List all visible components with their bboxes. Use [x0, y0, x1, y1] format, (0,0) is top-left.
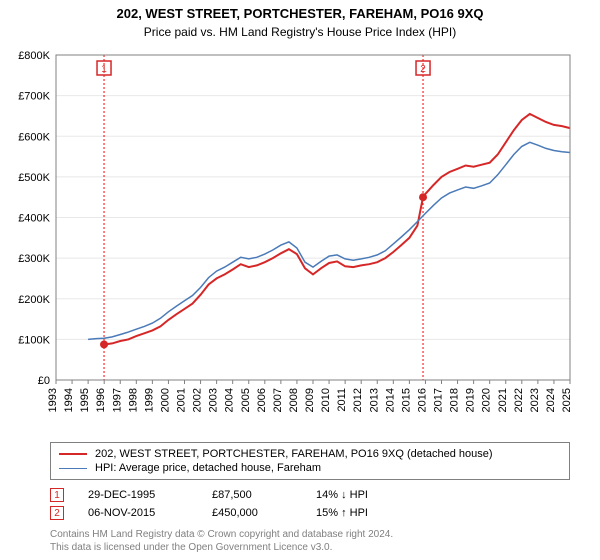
svg-text:£300K: £300K: [18, 253, 50, 265]
sale-price: £450,000: [212, 507, 292, 519]
legend-label: HPI: Average price, detached house, Fare…: [95, 462, 321, 474]
svg-text:£200K: £200K: [18, 294, 50, 306]
sale-date: 06-NOV-2015: [88, 507, 188, 519]
svg-text:2011: 2011: [336, 388, 348, 412]
svg-text:£700K: £700K: [18, 91, 50, 103]
svg-text:1999: 1999: [143, 388, 155, 412]
sale-price: £87,500: [212, 489, 292, 501]
svg-text:£100K: £100K: [18, 334, 50, 346]
legend-swatch-red: [59, 453, 87, 455]
sales-table: 1 29-DEC-1995 £87,500 14% ↓ HPI 2 06-NOV…: [50, 486, 396, 522]
legend-swatch-blue: [59, 468, 87, 469]
svg-text:£400K: £400K: [18, 213, 50, 225]
svg-text:2001: 2001: [176, 388, 188, 412]
legend-label: 202, WEST STREET, PORTCHESTER, FAREHAM, …: [95, 448, 493, 460]
footer-line: Contains HM Land Registry data © Crown c…: [50, 528, 393, 541]
svg-text:2019: 2019: [465, 388, 477, 412]
svg-text:2024: 2024: [545, 388, 557, 412]
svg-text:£500K: £500K: [18, 172, 50, 184]
svg-text:1998: 1998: [127, 388, 139, 412]
svg-text:£800K: £800K: [18, 50, 50, 62]
svg-text:2022: 2022: [513, 388, 525, 412]
svg-text:2005: 2005: [240, 388, 252, 412]
svg-text:£600K: £600K: [18, 131, 50, 143]
svg-text:1993: 1993: [47, 388, 59, 412]
svg-text:2023: 2023: [529, 388, 541, 412]
svg-text:2010: 2010: [320, 388, 332, 412]
svg-text:2002: 2002: [192, 388, 204, 412]
svg-text:2000: 2000: [159, 388, 171, 412]
svg-text:2017: 2017: [433, 388, 445, 412]
svg-text:1995: 1995: [79, 388, 91, 412]
svg-text:2007: 2007: [272, 388, 284, 412]
svg-text:2004: 2004: [224, 388, 236, 412]
svg-text:1997: 1997: [111, 388, 123, 412]
svg-text:2003: 2003: [208, 388, 220, 412]
svg-text:1994: 1994: [63, 388, 75, 412]
legend-box: 202, WEST STREET, PORTCHESTER, FAREHAM, …: [50, 442, 570, 480]
svg-text:2012: 2012: [352, 388, 364, 412]
sale-row: 1 29-DEC-1995 £87,500 14% ↓ HPI: [50, 486, 396, 504]
svg-text:2015: 2015: [400, 388, 412, 412]
sale-hpi: 15% ↑ HPI: [316, 507, 396, 519]
svg-text:1996: 1996: [95, 388, 107, 412]
svg-text:1: 1: [101, 64, 107, 75]
svg-text:2: 2: [420, 64, 426, 75]
svg-text:2006: 2006: [256, 388, 268, 412]
price-chart: £0£100K£200K£300K£400K£500K£600K£700K£80…: [50, 50, 580, 410]
svg-text:2008: 2008: [288, 388, 300, 412]
legend-item: 202, WEST STREET, PORTCHESTER, FAREHAM, …: [59, 447, 561, 461]
svg-text:2021: 2021: [497, 388, 509, 412]
svg-text:£0: £0: [38, 375, 50, 387]
sale-marker-icon: 2: [50, 506, 64, 520]
svg-text:2025: 2025: [561, 388, 573, 412]
svg-text:2009: 2009: [304, 388, 316, 412]
legend-item: HPI: Average price, detached house, Fare…: [59, 461, 561, 475]
footer-copyright: Contains HM Land Registry data © Crown c…: [50, 528, 393, 554]
svg-text:2016: 2016: [416, 388, 428, 412]
page-title: 202, WEST STREET, PORTCHESTER, FAREHAM, …: [0, 0, 600, 21]
sale-hpi: 14% ↓ HPI: [316, 489, 396, 501]
svg-text:2013: 2013: [368, 388, 380, 412]
footer-line: This data is licensed under the Open Gov…: [50, 541, 393, 554]
sale-date: 29-DEC-1995: [88, 489, 188, 501]
svg-text:2014: 2014: [384, 388, 396, 412]
sale-row: 2 06-NOV-2015 £450,000 15% ↑ HPI: [50, 504, 396, 522]
sale-marker-icon: 1: [50, 488, 64, 502]
svg-text:2018: 2018: [449, 388, 461, 412]
page-subtitle: Price paid vs. HM Land Registry's House …: [0, 21, 600, 47]
svg-text:2020: 2020: [481, 388, 493, 412]
